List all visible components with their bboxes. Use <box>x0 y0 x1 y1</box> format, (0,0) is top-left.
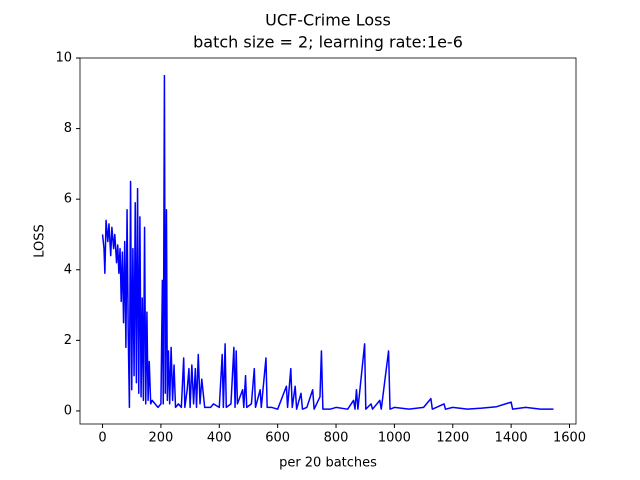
x-tick-label: 1600 <box>553 431 586 446</box>
chart-subtitle: batch size = 2; learning rate:1e-6 <box>193 33 463 52</box>
chart-title: UCF-Crime Loss <box>265 11 391 30</box>
x-tick-label: 0 <box>98 431 106 446</box>
y-tick-label: 10 <box>55 51 72 66</box>
plot-frame <box>79 57 577 425</box>
y-tick-label: 4 <box>64 262 72 277</box>
x-tick-label: 200 <box>149 431 174 446</box>
x-tick-label: 1400 <box>495 431 528 446</box>
x-tick-label: 800 <box>324 431 349 446</box>
y-tick-label: 0 <box>64 403 72 418</box>
x-tick-label: 600 <box>265 431 290 446</box>
loss-line <box>101 74 554 410</box>
y-tick-label: 8 <box>64 121 72 136</box>
y-tick-label: 2 <box>64 333 72 348</box>
x-tick-label: 400 <box>207 431 232 446</box>
x-tick-label: 1000 <box>378 431 411 446</box>
y-axis-label: LOSS <box>33 224 48 258</box>
x-tick-label: 1200 <box>436 431 469 446</box>
x-axis-label: per 20 batches <box>279 456 377 471</box>
y-tick-label: 6 <box>64 192 72 207</box>
